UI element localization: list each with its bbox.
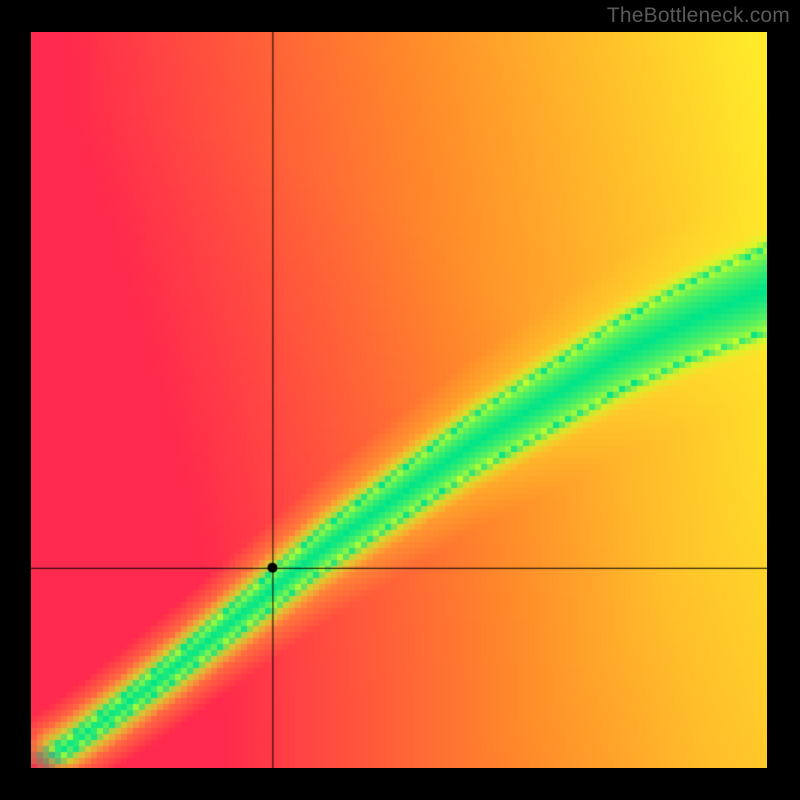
- attribution-text: TheBottleneck.com: [607, 4, 790, 28]
- stage: TheBottleneck.com: [0, 0, 800, 800]
- crosshair-overlay: [31, 32, 767, 768]
